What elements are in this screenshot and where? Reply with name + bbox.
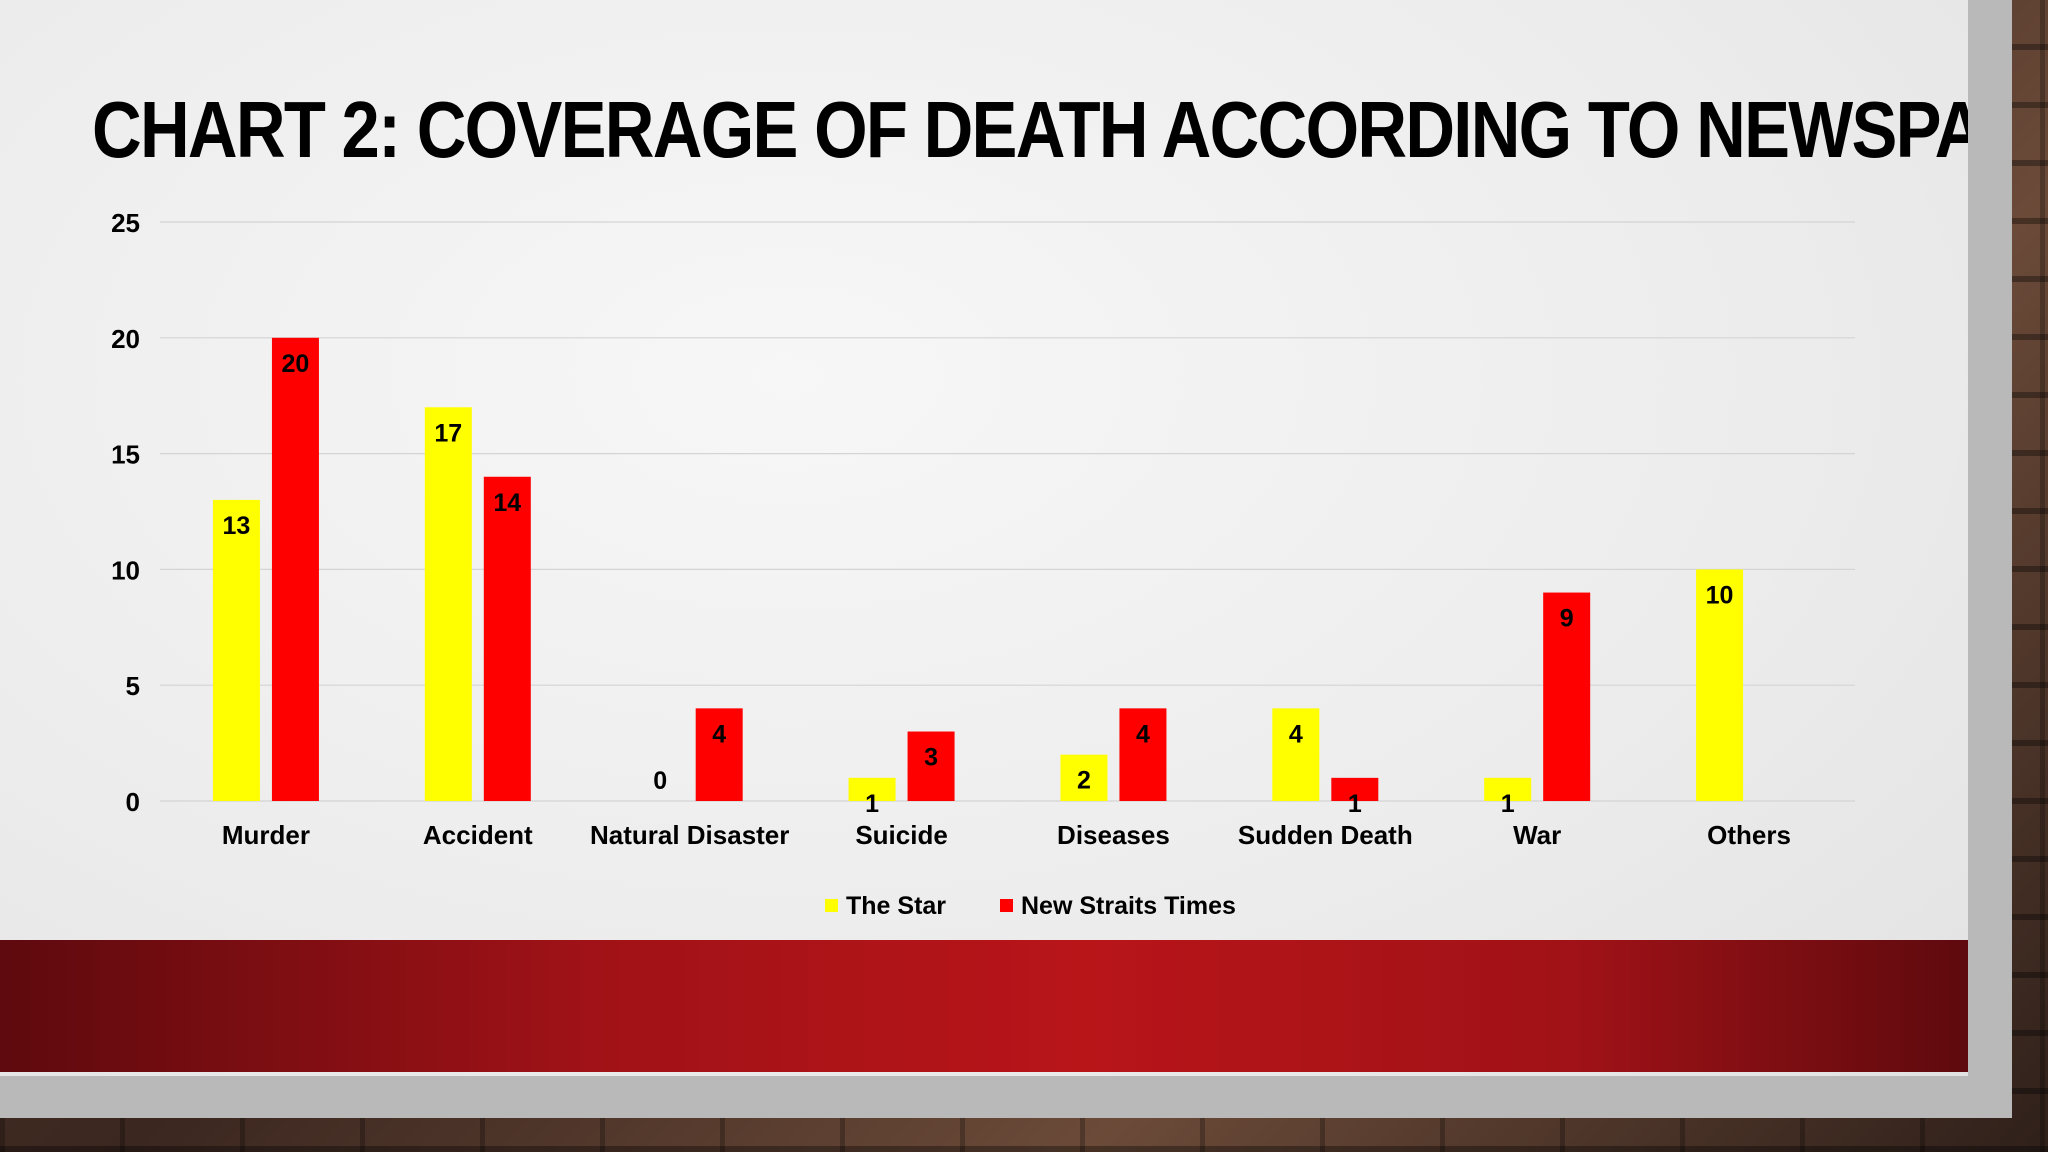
x-tick-label: Accident — [423, 820, 533, 850]
legend-swatch — [825, 899, 838, 912]
footer-band — [0, 940, 1968, 1072]
bar-new-straits-times — [1119, 708, 1167, 801]
bar-the-star — [424, 407, 472, 801]
bar-the-star — [1060, 754, 1108, 801]
x-tick-label: Natural Disaster — [590, 820, 789, 850]
data-label: 1 — [865, 790, 879, 818]
bar-new-straits-times — [907, 731, 955, 801]
bar-the-star — [212, 499, 260, 801]
x-tick-label: War — [1513, 820, 1561, 850]
bar-the-star — [1696, 569, 1744, 801]
bar-new-straits-times — [695, 708, 743, 801]
slide-title: Chart 2: Coverage of Death according to … — [92, 85, 1968, 174]
legend: The Star New Straits Times — [825, 892, 1236, 920]
data-label: 9 — [1560, 605, 1574, 633]
y-tick-label: 15 — [111, 440, 140, 470]
data-label: 4 — [1289, 720, 1303, 748]
y-axis-ticks: 0 5 10 15 20 25 — [111, 208, 140, 817]
bar-new-straits-times — [483, 476, 531, 801]
y-tick-label: 5 — [126, 671, 140, 701]
data-label: 10 — [1706, 581, 1734, 609]
data-label: 2 — [1077, 767, 1091, 795]
y-tick-label: 0 — [126, 787, 140, 817]
bar-new-straits-times — [1543, 592, 1591, 801]
data-label: 20 — [282, 350, 310, 378]
data-label: 3 — [924, 744, 938, 772]
gridlines — [160, 221, 1855, 802]
x-tick-label: Sudden Death — [1238, 820, 1413, 850]
x-tick-label: Murder — [222, 820, 310, 850]
y-tick-label: 10 — [111, 555, 140, 585]
data-label: 0 — [653, 767, 667, 795]
bar-new-straits-times — [271, 337, 319, 801]
bars — [212, 337, 1744, 801]
bar-the-star — [1272, 708, 1320, 801]
legend-swatch — [1000, 899, 1013, 912]
y-tick-label: 20 — [111, 324, 140, 354]
data-label: 1 — [1348, 790, 1362, 818]
y-tick-label: 25 — [111, 208, 140, 238]
x-tick-label: Others — [1707, 820, 1791, 850]
bar-the-star — [848, 777, 896, 801]
x-axis-ticks: Murder Accident Natural Disaster Suicide Dis… — [222, 820, 1791, 850]
legend-label: The Star — [846, 892, 946, 920]
data-label: 4 — [1136, 720, 1150, 748]
data-label: 13 — [223, 512, 251, 540]
bar-the-star — [1484, 777, 1532, 801]
data-label: 14 — [493, 489, 521, 517]
data-label: 1 — [1501, 790, 1515, 818]
data-label: 4 — [712, 720, 726, 748]
x-tick-label: Suicide — [855, 820, 947, 850]
x-tick-label: Diseases — [1057, 820, 1170, 850]
legend-label: New Straits Times — [1021, 892, 1236, 920]
slide: Chart 2: Coverage of Death according to … — [0, 0, 1968, 1076]
bar-new-straits-times — [1331, 777, 1379, 801]
data-label: 17 — [434, 419, 462, 447]
